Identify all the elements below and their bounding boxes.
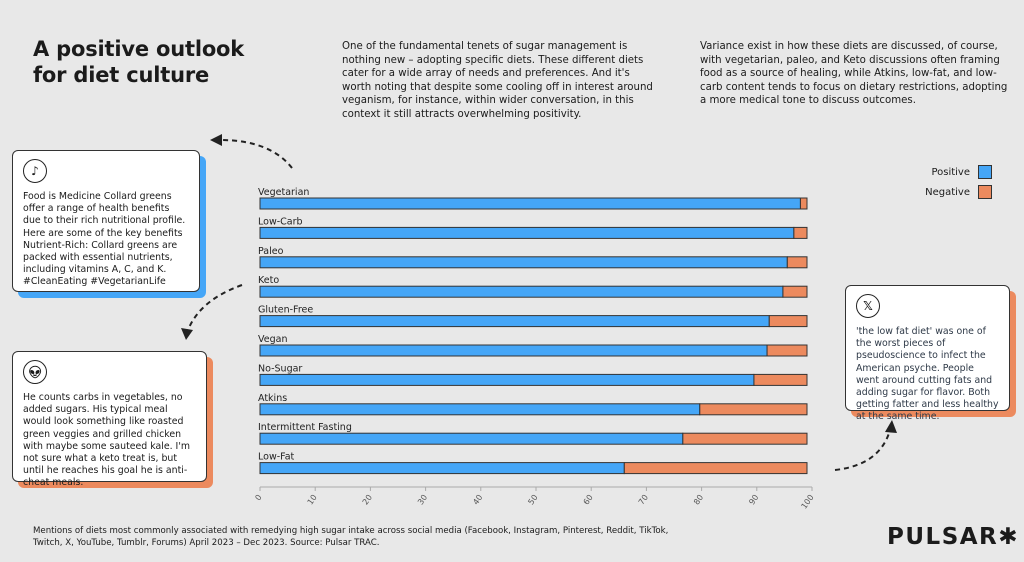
x-tick-label: 100 <box>800 493 816 511</box>
bar-positive <box>259 462 625 475</box>
bar-negative <box>766 344 808 357</box>
x-tick-label: 10 <box>306 493 319 507</box>
x-tick-label: 70 <box>637 493 650 507</box>
bar-negative <box>699 403 808 416</box>
legend-positive: Positive <box>880 165 992 179</box>
reddit-quote-text: He counts carbs in vegetables, no added … <box>23 392 191 489</box>
arrow-to-reddit <box>187 284 243 331</box>
intro-paragraph-right: Variance exist in how these diets are di… <box>700 41 1008 107</box>
category-label: Intermittent Fasting <box>258 422 352 433</box>
chart-legend: Positive Negative <box>880 165 992 199</box>
bar-positive <box>259 226 795 239</box>
bar-positive <box>259 373 755 386</box>
category-label: Gluten-Free <box>258 305 313 316</box>
bar-negative <box>793 226 808 239</box>
pulsar-logo: PULSAR✱ <box>887 524 1020 550</box>
x-tick-label: 50 <box>526 493 539 507</box>
legend-swatch <box>978 185 992 199</box>
bar-positive <box>259 256 788 269</box>
tiktok-quote-card: ♪ Food is Medicine Collard greens offer … <box>12 150 200 292</box>
bar-negative <box>768 315 808 328</box>
x-tick-label: 80 <box>692 493 705 507</box>
category-label: No-Sugar <box>258 363 302 374</box>
x-tick-label: 20 <box>361 493 374 507</box>
bar-positive <box>259 344 768 357</box>
arrowhead-icon <box>210 134 222 146</box>
category-label: Atkins <box>258 393 287 404</box>
x-tick-label: 30 <box>416 493 429 507</box>
legend-label: Positive <box>931 166 970 178</box>
legend-swatch <box>978 165 992 179</box>
arrowhead-icon <box>885 420 897 433</box>
bar-negative <box>786 256 808 269</box>
tiktok-icon: ♪ <box>23 159 47 183</box>
bar-positive <box>259 403 701 416</box>
x-tick-label: 60 <box>582 493 595 507</box>
legend-label: Negative <box>925 186 970 198</box>
x-tick-label: 0 <box>253 493 263 502</box>
bar-negative <box>753 373 808 386</box>
bar-negative <box>799 197 808 210</box>
bar-negative <box>682 432 808 445</box>
category-label: Vegetarian <box>258 187 309 198</box>
category-label: Low-Carb <box>258 216 303 227</box>
bar-positive <box>259 285 784 298</box>
footnote: Mentions of diets most commonly associat… <box>33 526 669 548</box>
arrowhead-icon <box>181 328 193 340</box>
intro-paragraph-left: One of the fundamental tenets of sugar m… <box>342 41 653 120</box>
reddit-quote-card: 👽︎ He counts carbs in vegetables, no add… <box>12 351 207 488</box>
arrow-to-tiktok <box>219 139 293 169</box>
category-label: Low-Fat <box>258 452 295 463</box>
bar-positive <box>259 315 770 328</box>
category-label: Paleo <box>258 246 284 257</box>
arrow-to-x <box>834 429 891 471</box>
x-tick-label: 40 <box>471 493 484 507</box>
x-quote-card: 𝕏 'the low fat diet' was one of the wors… <box>845 285 1010 422</box>
page-title: A positive outlook for diet culture <box>33 37 245 87</box>
bar-negative <box>782 285 808 298</box>
reddit-icon: 👽︎ <box>23 360 47 384</box>
bar-negative <box>623 462 808 475</box>
x-icon: 𝕏 <box>856 294 880 318</box>
bar-positive <box>259 197 801 210</box>
legend-negative: Negative <box>880 185 992 199</box>
x-tick-label: 90 <box>747 493 760 507</box>
category-label: Vegan <box>258 334 287 345</box>
tiktok-quote-text: Food is Medicine Collard greens offer a … <box>23 191 186 288</box>
bar-positive <box>259 432 684 445</box>
x-quote-text: 'the low fat diet' was one of the worst … <box>856 326 999 423</box>
category-label: Keto <box>258 275 279 286</box>
